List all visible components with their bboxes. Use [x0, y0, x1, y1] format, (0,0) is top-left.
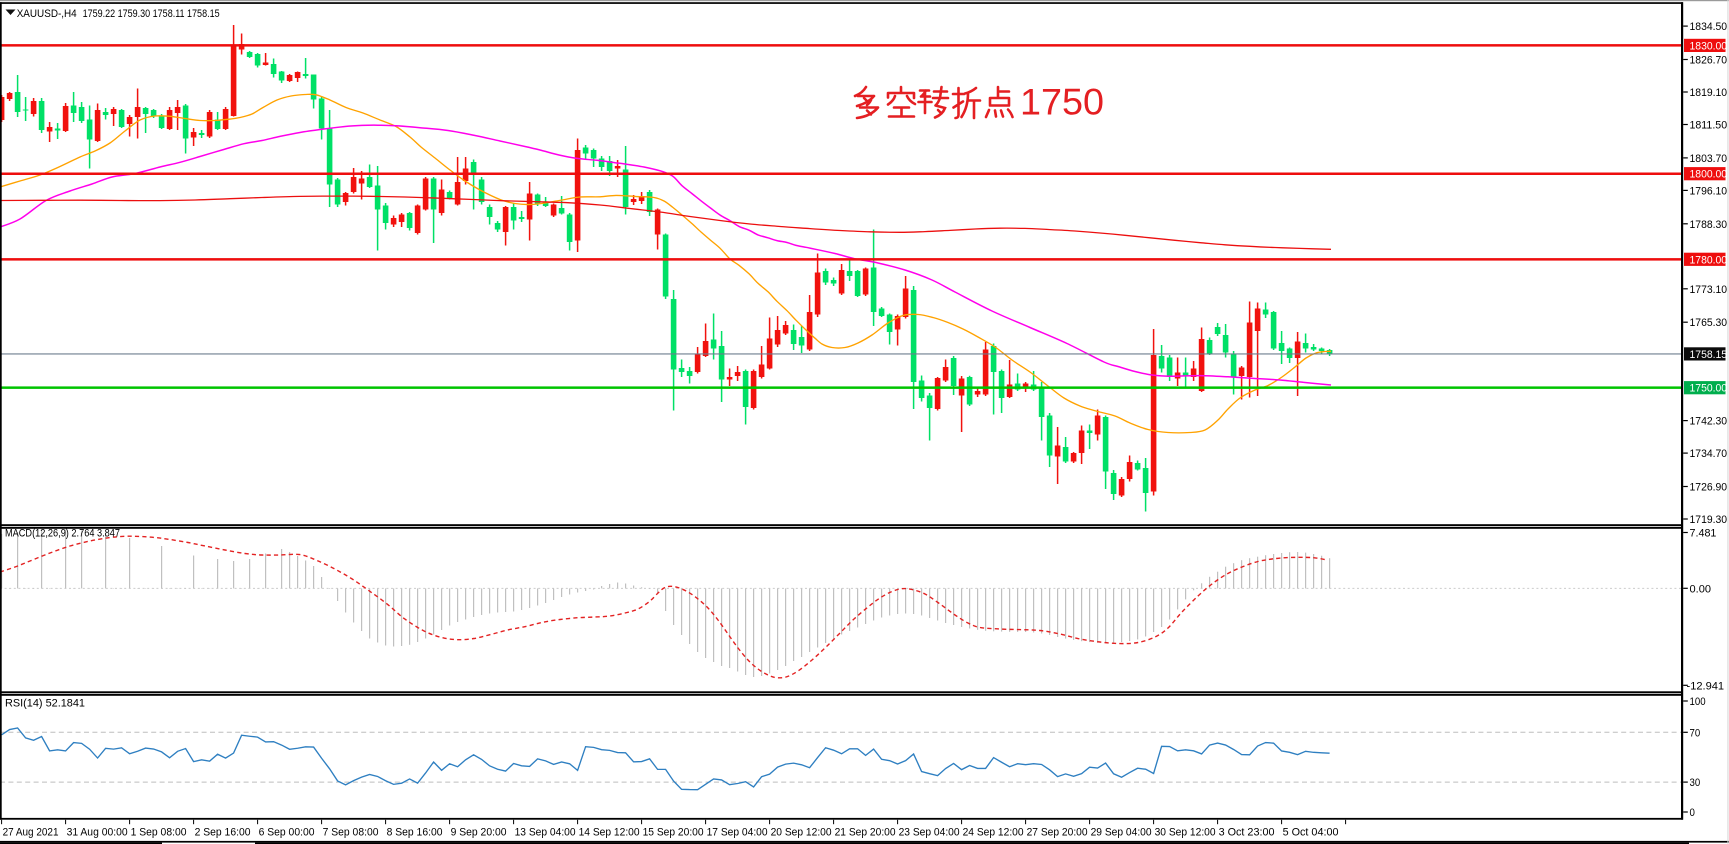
svg-text:0.00: 0.00 — [1690, 583, 1712, 595]
svg-text:30 Sep 12:00: 30 Sep 12:00 — [1155, 827, 1216, 839]
svg-text:7 Sep 08:00: 7 Sep 08:00 — [323, 827, 379, 839]
svg-text:1796.10: 1796.10 — [1690, 185, 1728, 197]
svg-text:1765.30: 1765.30 — [1690, 317, 1728, 329]
svg-text:30: 30 — [1690, 777, 1701, 789]
svg-text:-12.941: -12.941 — [1687, 680, 1725, 692]
svg-text:1750.00: 1750.00 — [1690, 383, 1728, 395]
svg-text:1826.70: 1826.70 — [1690, 55, 1728, 67]
svg-text:1750: 1750 — [1020, 81, 1104, 123]
svg-text:1 Sep 08:00: 1 Sep 08:00 — [131, 827, 187, 839]
svg-text:1811.50: 1811.50 — [1690, 120, 1728, 132]
svg-text:1803.70: 1803.70 — [1690, 153, 1728, 165]
svg-text:31 Aug 00:00: 31 Aug 00:00 — [67, 827, 128, 839]
svg-text:MACD(12,26,9) 2.764 3.847: MACD(12,26,9) 2.764 3.847 — [5, 528, 120, 540]
svg-text:3 Oct 23:00: 3 Oct 23:00 — [1219, 827, 1275, 839]
svg-text:1819.10: 1819.10 — [1690, 87, 1728, 99]
svg-text:0: 0 — [1690, 807, 1695, 819]
svg-text:1719.30: 1719.30 — [1690, 514, 1728, 526]
svg-text:7.481: 7.481 — [1690, 528, 1717, 540]
svg-text:2 Sep 16:00: 2 Sep 16:00 — [195, 827, 251, 839]
svg-text:17 Sep 04:00: 17 Sep 04:00 — [707, 827, 768, 839]
svg-text:20 Sep 12:00: 20 Sep 12:00 — [771, 827, 832, 839]
svg-text:100: 100 — [1690, 696, 1706, 708]
svg-text:1834.50: 1834.50 — [1690, 21, 1728, 33]
svg-text:1758.15: 1758.15 — [1690, 349, 1728, 361]
svg-text:9 Sep 20:00: 9 Sep 20:00 — [451, 827, 507, 839]
svg-text:6 Sep 00:00: 6 Sep 00:00 — [259, 827, 315, 839]
svg-text:1726.90: 1726.90 — [1690, 482, 1728, 494]
svg-text:13 Sep 04:00: 13 Sep 04:00 — [515, 827, 576, 839]
svg-text:1742.30: 1742.30 — [1690, 416, 1728, 428]
svg-text:27 Sep 20:00: 27 Sep 20:00 — [1027, 827, 1088, 839]
svg-text:1734.70: 1734.70 — [1690, 448, 1728, 460]
svg-text:5 Oct 04:00: 5 Oct 04:00 — [1283, 827, 1339, 839]
svg-text:XAUUSD-,H4: XAUUSD-,H4 — [17, 8, 77, 20]
svg-text:RSI(14) 52.1841: RSI(14) 52.1841 — [5, 698, 85, 710]
svg-text:29 Sep 04:00: 29 Sep 04:00 — [1091, 827, 1152, 839]
svg-text:8 Sep 16:00: 8 Sep 16:00 — [387, 827, 443, 839]
svg-text:15 Sep 20:00: 15 Sep 20:00 — [643, 827, 704, 839]
svg-text:1773.10: 1773.10 — [1690, 284, 1728, 296]
svg-text:1780.00: 1780.00 — [1690, 254, 1728, 266]
svg-text:1800.00: 1800.00 — [1690, 169, 1728, 181]
svg-text:70: 70 — [1690, 727, 1701, 739]
svg-text:1830.00: 1830.00 — [1690, 40, 1728, 52]
svg-text:24 Sep 12:00: 24 Sep 12:00 — [963, 827, 1024, 839]
svg-text:14 Sep 12:00: 14 Sep 12:00 — [579, 827, 640, 839]
svg-text:23 Sep 04:00: 23 Sep 04:00 — [899, 827, 960, 839]
svg-text:21 Sep 20:00: 21 Sep 20:00 — [835, 827, 896, 839]
svg-text:1788.30: 1788.30 — [1690, 219, 1728, 231]
svg-text:27 Aug 2021: 27 Aug 2021 — [3, 827, 59, 839]
svg-text:1759.22 1759.30 1758.11 1758.1: 1759.22 1759.30 1758.11 1758.15 — [83, 8, 220, 20]
